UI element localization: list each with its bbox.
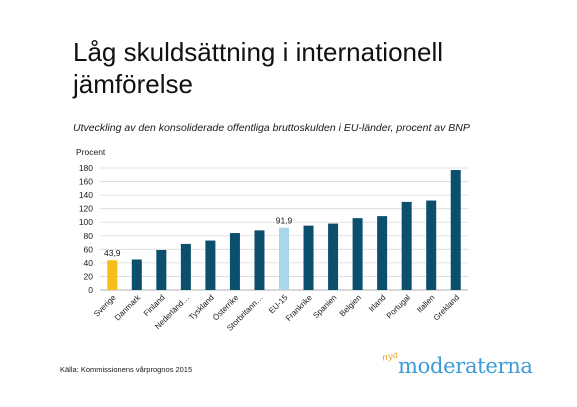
x-tick-label: EU-15 bbox=[267, 293, 290, 316]
bar-6 bbox=[229, 233, 240, 290]
y-tick-label: 0 bbox=[88, 285, 93, 295]
x-tick-label: Grekland bbox=[432, 293, 461, 322]
y-tick-label: 80 bbox=[84, 231, 94, 241]
y-tick-label: 120 bbox=[79, 204, 93, 214]
bar-12 bbox=[377, 216, 388, 290]
bar-13 bbox=[401, 201, 412, 290]
logo-wordmark: moderaterna bbox=[398, 354, 533, 378]
x-tick-label: Irland bbox=[367, 293, 388, 314]
bar-15 bbox=[450, 170, 461, 290]
bar-11 bbox=[352, 218, 363, 290]
y-tick-label: 160 bbox=[79, 177, 93, 187]
y-axis-ticks: 0 20 40 60 80 100 120 140 160 180 bbox=[79, 163, 93, 295]
bar-5 bbox=[205, 240, 216, 290]
y-axis-label: Procent bbox=[76, 147, 106, 157]
bar-4 bbox=[180, 243, 191, 290]
y-tick-label: 100 bbox=[79, 217, 93, 227]
x-tick-label: Danmark bbox=[113, 292, 143, 322]
x-tick-label: Belgien bbox=[338, 293, 363, 318]
bar-2 bbox=[131, 259, 142, 290]
slide-title: Låg skuldsättning i internationell jämfö… bbox=[73, 37, 444, 99]
x-tick-label: Spanien bbox=[311, 293, 338, 320]
bar-10 bbox=[328, 223, 339, 290]
logo-script-text: nya bbox=[381, 350, 400, 364]
bar-8 bbox=[279, 227, 289, 290]
x-tick-label: Italien bbox=[415, 293, 436, 314]
bar-14 bbox=[426, 200, 437, 290]
bar-9 bbox=[303, 225, 314, 290]
y-tick-label: 60 bbox=[84, 244, 94, 254]
bars bbox=[107, 170, 461, 290]
y-tick-label: 140 bbox=[79, 190, 93, 200]
data-label: 91,9 bbox=[276, 216, 293, 226]
bar-3 bbox=[156, 250, 167, 290]
x-tick-label: Frankrike bbox=[284, 293, 314, 323]
y-tick-label: 40 bbox=[84, 258, 94, 268]
chart-subtitle: Utveckling av den konsoliderade offentli… bbox=[73, 122, 470, 134]
data-label: 43,9 bbox=[104, 248, 121, 258]
data-labels: 43,9 91,9 bbox=[104, 216, 293, 259]
moderaterna-logo: nya moderaterna bbox=[381, 350, 533, 382]
y-tick-label: 180 bbox=[79, 163, 93, 173]
bar-7 bbox=[254, 230, 265, 290]
x-tick-label: Portugal bbox=[385, 293, 413, 321]
source-note: Källa: Kommissionens vårprognos 2015 bbox=[60, 365, 193, 374]
y-tick-label: 20 bbox=[84, 271, 94, 281]
bar-1 bbox=[107, 260, 118, 290]
